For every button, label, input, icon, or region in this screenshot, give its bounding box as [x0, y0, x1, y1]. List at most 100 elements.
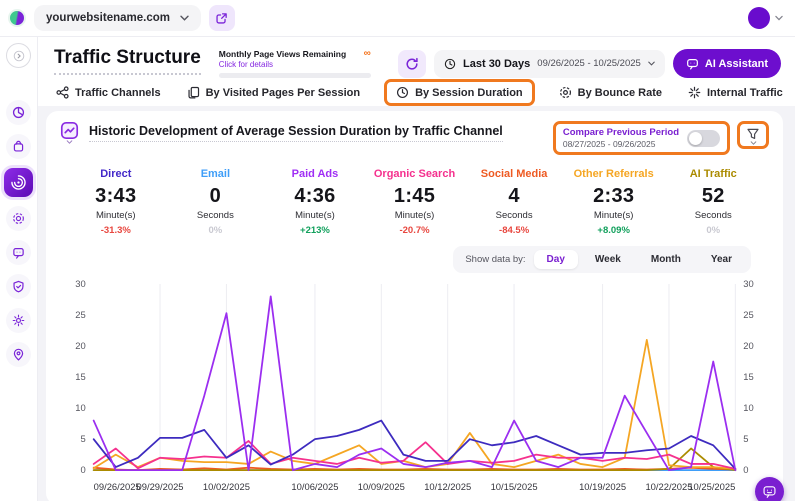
ai-assistant-label: AI Assistant — [704, 57, 768, 70]
channel-unit: Seconds — [196, 210, 234, 221]
refresh-icon — [405, 57, 419, 71]
metric-paid-ads[interactable]: Paid Ads 4:36 Minute(s) +213% — [265, 168, 365, 236]
open-website-button[interactable] — [208, 5, 235, 31]
tab-visited-pages[interactable]: By Visited Pages Per Session — [187, 86, 360, 99]
tab-label: Traffic Channels — [75, 86, 161, 99]
channel-value: 1:45 — [393, 185, 436, 207]
quota-details-link[interactable]: Click for details — [218, 60, 274, 69]
svg-text:10/02/2025: 10/02/2025 — [203, 481, 250, 492]
filter-funnel-icon[interactable] — [746, 127, 760, 141]
channel-unit: Minute(s) — [95, 210, 136, 221]
granularity-year[interactable]: Year — [710, 254, 732, 265]
svg-text:25: 25 — [75, 309, 85, 320]
sidebar-item-traffic-active[interactable] — [4, 168, 33, 197]
support-chat-button[interactable] — [755, 477, 784, 501]
channel-value: 3:43 — [95, 185, 137, 207]
clock-icon — [444, 58, 456, 70]
chat-icon — [12, 246, 25, 259]
compare-toggle[interactable] — [687, 129, 720, 147]
pie-chart-icon — [12, 106, 25, 119]
sidebar-item-location[interactable] — [6, 342, 31, 367]
channel-unit: Seconds — [694, 210, 732, 221]
svg-text:10/06/2025: 10/06/2025 — [291, 481, 338, 492]
tab-session-duration-highlighted[interactable]: By Session Duration — [384, 79, 535, 106]
channel-value: 4:36 — [294, 185, 336, 207]
channel-value: 4 — [508, 185, 520, 207]
granularity-day[interactable]: Day — [533, 250, 578, 269]
bag-icon — [12, 140, 25, 153]
svg-text:0: 0 — [81, 464, 86, 475]
user-avatar[interactable] — [748, 7, 770, 29]
duration-clock-icon — [396, 86, 409, 99]
channel-change: +213% — [300, 225, 330, 236]
sidebar-nav — [0, 37, 38, 501]
granularity-week[interactable]: Week — [594, 254, 621, 265]
chevron-right-icon — [13, 50, 25, 62]
channel-unit: Minute(s) — [295, 210, 335, 221]
svg-text:09/29/2025: 09/29/2025 — [137, 481, 184, 492]
svg-text:10/22/2025: 10/22/2025 — [645, 481, 692, 492]
share-network-icon — [56, 86, 69, 99]
date-range-label: Last 30 Days — [463, 57, 531, 70]
svg-text:30: 30 — [75, 278, 85, 289]
channel-name: Email — [200, 168, 231, 180]
quota-title: Monthly Page Views Remaining — [218, 48, 347, 59]
svg-text:10/25/2025: 10/25/2025 — [688, 481, 735, 492]
channel-unit: Seconds — [495, 210, 533, 221]
report-tabs: Traffic Channels By Visited Pages Per Se… — [38, 79, 795, 106]
sidebar-item-messages[interactable] — [6, 240, 31, 265]
metric-organic-search[interactable]: Organic Search 1:45 Minute(s) -20.7% — [365, 168, 465, 236]
chat-smiley-icon — [762, 484, 777, 499]
ai-assistant-button[interactable]: AI Assistant — [672, 49, 781, 78]
sidebar-collapse-button[interactable] — [6, 43, 31, 68]
session-duration-line-chart[interactable]: 0 0 5 5 10 10 15 15 20 20 25 25 30 30 09/26/202509/29/… — [60, 273, 769, 499]
chevron-down-icon — [180, 15, 189, 21]
channel-value: 52 — [701, 185, 725, 207]
svg-text:0: 0 — [743, 464, 748, 475]
channel-unit: Minute(s) — [593, 210, 634, 221]
sidebar-item-analytics[interactable] — [6, 100, 31, 125]
svg-text:09/26/2025: 09/26/2025 — [94, 481, 141, 492]
website-selector[interactable]: yourwebsitename.com — [34, 5, 201, 31]
metric-other-referrals[interactable]: Other Referrals 2:33 Minute(s) +8.09% — [564, 168, 664, 236]
svg-text:10/12/2025: 10/12/2025 — [424, 481, 471, 492]
chart-type-selector[interactable] — [60, 121, 79, 144]
sidebar-item-settings[interactable] — [6, 308, 31, 333]
chevron-down-icon — [750, 141, 757, 145]
channel-change: +8.09% — [597, 225, 630, 236]
channel-change: 0% — [208, 225, 223, 236]
metric-ai-traffic[interactable]: AI Traffic 52 Seconds 0% — [663, 168, 763, 236]
svg-text:10/15/2025: 10/15/2025 — [491, 481, 538, 492]
svg-text:10/19/2025: 10/19/2025 — [579, 481, 626, 492]
compare-period-range: 08/27/2025 - 09/26/2025 — [562, 139, 656, 149]
chevron-down-icon[interactable] — [775, 15, 783, 21]
content-area: Historic Development of Average Session … — [38, 106, 795, 501]
refresh-button[interactable] — [398, 49, 427, 78]
metric-direct[interactable]: Direct 3:43 Minute(s) -31.3% — [66, 168, 166, 236]
quota-block: Monthly Page Views Remaining ∞ Click for… — [218, 48, 371, 78]
gear-icon — [12, 314, 25, 327]
tab-bounce-rate[interactable]: By Bounce Rate — [559, 86, 662, 99]
metric-email[interactable]: Email 0 Seconds 0% — [166, 168, 266, 236]
channel-name: Social Media — [480, 168, 548, 180]
annotation-box-compare: Compare Previous Period 08/27/2025 - 09/… — [552, 121, 730, 155]
channel-name: Organic Search — [373, 168, 456, 180]
sidebar-item-privacy[interactable] — [6, 274, 31, 299]
date-range-picker[interactable]: Last 30 Days 09/26/2025 - 10/25/2025 — [434, 49, 665, 78]
app-logo-icon — [8, 9, 26, 27]
channel-change: -31.3% — [100, 225, 131, 236]
tab-internal-traffic[interactable]: Internal Traffic — [688, 86, 783, 99]
page-title: Traffic Structure — [54, 47, 201, 75]
tab-traffic-channels[interactable]: Traffic Channels — [56, 86, 161, 99]
channel-name: Direct — [100, 168, 132, 180]
channel-name: Paid Ads — [291, 168, 339, 180]
chart-title: Historic Development of Average Session … — [89, 124, 503, 142]
channel-value: 0 — [209, 185, 222, 207]
granularity-month[interactable]: Month — [650, 254, 681, 265]
tab-label: By Bounce Rate — [577, 86, 662, 99]
sidebar-item-commerce[interactable] — [6, 134, 31, 159]
line-chart-icon — [60, 121, 79, 140]
metric-social-media[interactable]: Social Media 4 Seconds -84.5% — [464, 168, 564, 236]
svg-text:10: 10 — [743, 402, 753, 413]
sidebar-item-goals[interactable] — [6, 206, 31, 231]
